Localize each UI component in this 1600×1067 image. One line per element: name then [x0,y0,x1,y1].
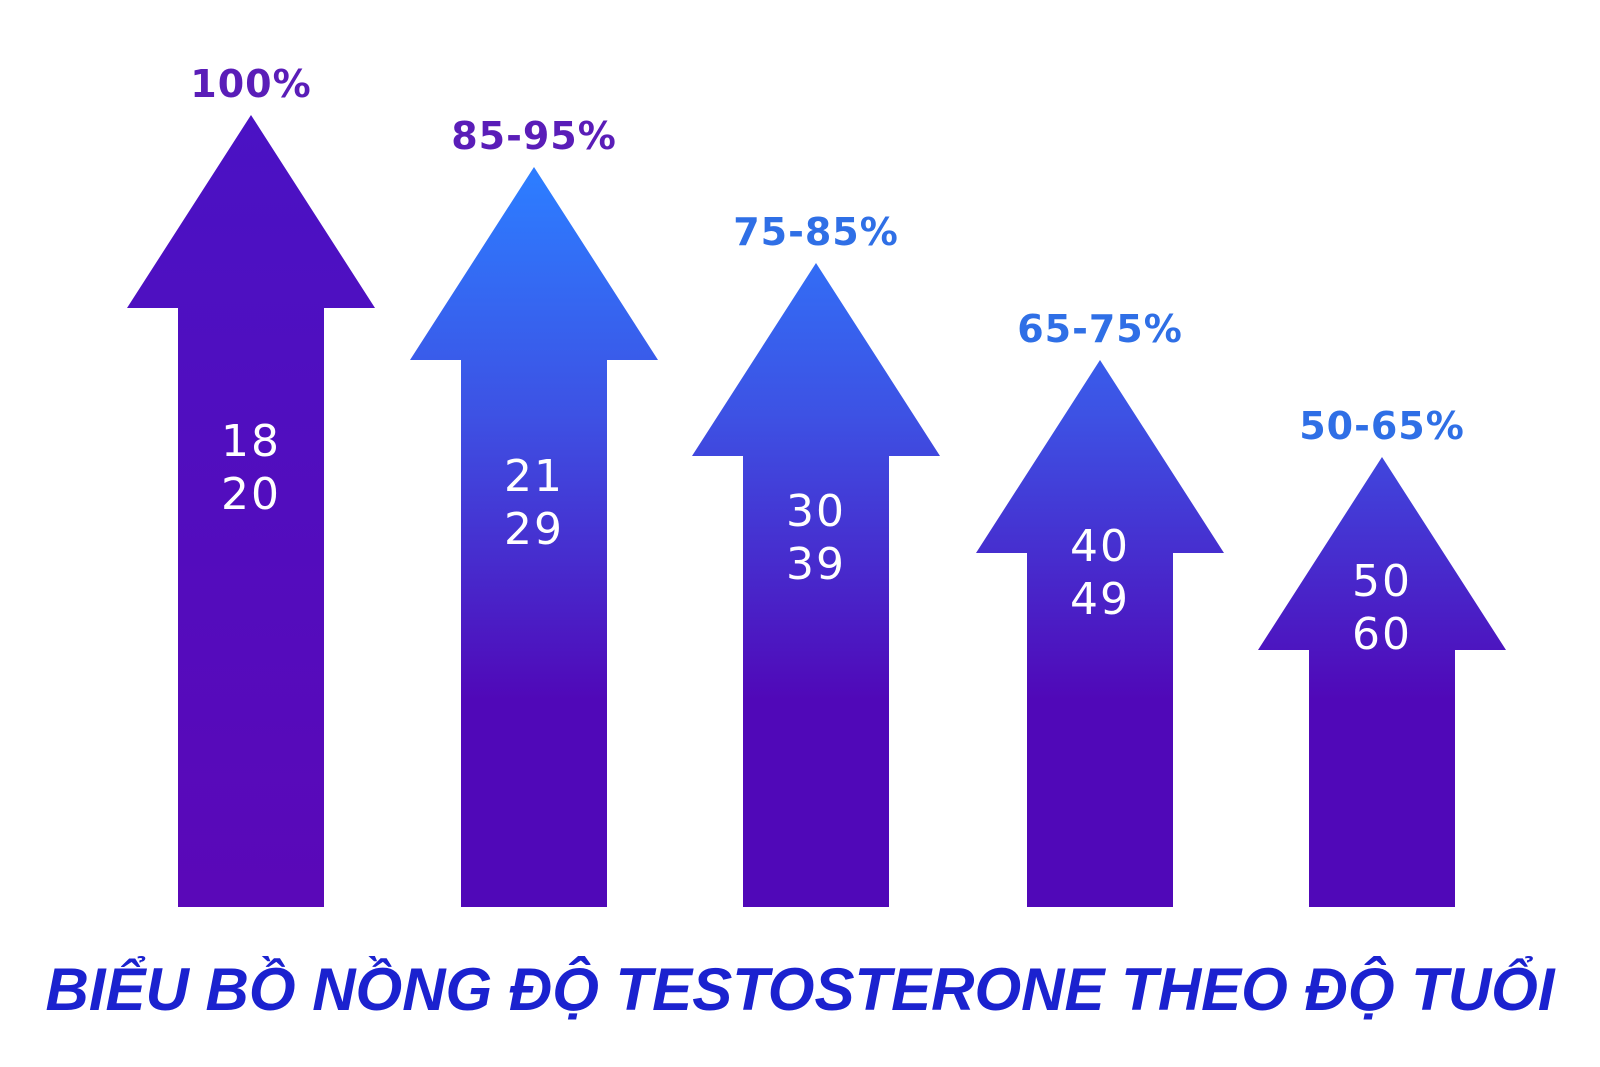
age-label: 39 [786,539,846,590]
arrow [692,263,940,907]
age-label: 21 [504,451,564,502]
title: BIỂU BỒ NỒNG ĐỘ TESTOSTERONE THEO ĐỘ TUỔ… [46,956,1556,1023]
arrow [127,115,375,907]
arrow [1258,457,1506,907]
arrow [410,167,658,907]
age-label: 40 [1070,521,1130,572]
level-label: 50-65% [1299,404,1465,448]
age-label: 50 [1352,556,1412,607]
level-label: 75-85% [733,210,899,254]
level-label: 85-95% [451,114,617,158]
age-label: 49 [1070,574,1130,625]
age-label: 60 [1352,609,1412,660]
level-label: 65-75% [1017,307,1183,351]
age-label: 18 [221,416,281,467]
age-label: 29 [504,504,564,555]
arrow [976,360,1224,907]
level-label: 100% [190,62,311,106]
age-label: 20 [221,469,281,520]
age-label: 30 [786,486,846,537]
